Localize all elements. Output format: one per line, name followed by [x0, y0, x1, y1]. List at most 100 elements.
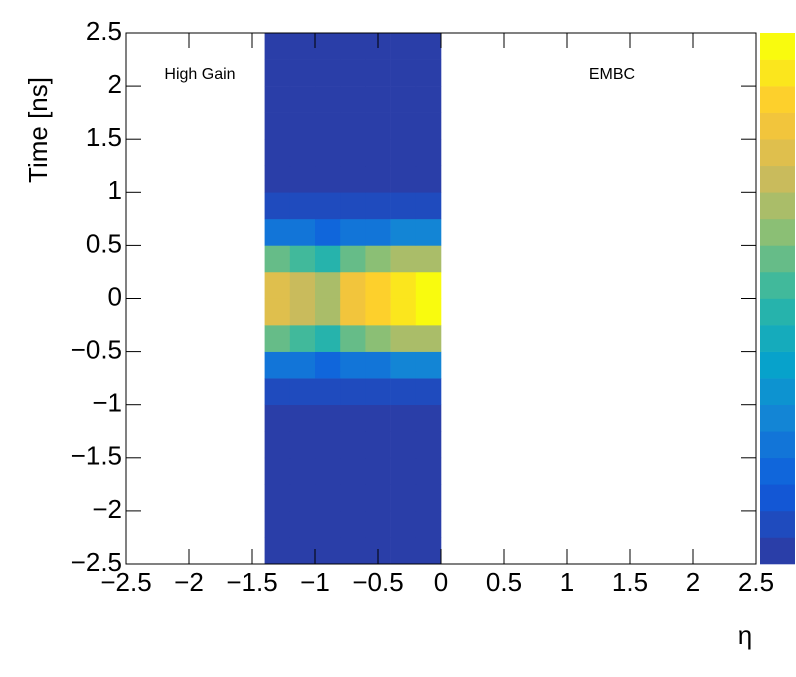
heatmap-cell [264, 404, 291, 432]
x-tick-label: −2 [174, 567, 204, 597]
heatmap-cell [315, 59, 341, 87]
heatmap-cell [340, 378, 366, 405]
heatmap-cell [390, 351, 417, 379]
heatmap-cell [315, 404, 341, 432]
heatmap-cell [415, 484, 442, 512]
heatmap-cell [415, 192, 442, 220]
heatmap-cell [390, 537, 417, 565]
annotation: EMBC [589, 66, 635, 83]
heatmap-cell [340, 431, 366, 459]
heatmap-cell [315, 298, 341, 326]
colorbar-band [760, 404, 795, 432]
heatmap-cell [390, 33, 417, 60]
colorbar-band [760, 431, 795, 459]
heatmap-cell [315, 245, 341, 273]
heatmap-cell [289, 298, 316, 326]
heatmap-cell [340, 59, 366, 87]
heatmap-cell [315, 112, 341, 140]
heatmap-cell [365, 510, 391, 538]
heatmap-cell [289, 112, 316, 140]
y-tick-label: −1.5 [71, 441, 122, 471]
heatmap-cell [289, 510, 316, 538]
heatmap-cell [289, 325, 316, 352]
heatmap-cell [390, 298, 417, 326]
heatmap-cell [415, 86, 442, 113]
heatmap-cell [415, 351, 442, 379]
heatmap-cell [264, 86, 291, 113]
heatmap-cell [415, 112, 442, 140]
heatmap-cell [289, 431, 316, 459]
x-tick-label: −2.5 [100, 567, 151, 597]
heatmap-cell [365, 378, 391, 405]
colorbar-band [760, 351, 795, 379]
colorbar-band [760, 139, 795, 167]
heatmap-cell [289, 378, 316, 405]
heatmap-cell [340, 325, 366, 352]
heatmap-cell [289, 457, 316, 485]
heatmap-cell [289, 537, 316, 565]
colorbar-band [760, 537, 795, 565]
heatmap-cell [340, 298, 366, 326]
heatmap-cell [264, 431, 291, 459]
heatmap-cell [315, 165, 341, 193]
annotation: High Gain [164, 66, 235, 83]
heatmap-cell [415, 457, 442, 485]
heatmap-cell [264, 351, 291, 379]
x-tick-label: 2 [686, 567, 700, 597]
heatmap-cell [340, 404, 366, 432]
heatmap-cell [365, 457, 391, 485]
heatmap-cell [415, 404, 442, 432]
colorbar-band [760, 86, 795, 113]
heatmap-cell [340, 351, 366, 379]
heatmap-cell [365, 298, 391, 326]
heatmap-cell [415, 378, 442, 405]
heatmap-cell [365, 192, 391, 220]
heatmap-cell [315, 351, 341, 379]
x-tick-label: 2.5 [738, 567, 774, 597]
x-tick-label: 0 [434, 567, 448, 597]
colorbar-band [760, 245, 795, 273]
heatmap-cell [315, 139, 341, 167]
heatmap-cell [315, 510, 341, 538]
heatmap-cell [264, 245, 291, 273]
heatmap-cell [365, 404, 391, 432]
heatmap-cell [315, 325, 341, 352]
heatmap-cell [315, 33, 341, 60]
colorbar-band [760, 218, 795, 246]
heatmap-cell [415, 165, 442, 193]
heatmap-cell [390, 59, 417, 87]
heatmap-cell [264, 165, 291, 193]
y-tick-label: 1 [108, 175, 122, 205]
heatmap-cell [315, 484, 341, 512]
heatmap-cell [340, 112, 366, 140]
heatmap-cell [365, 218, 391, 246]
heatmap-cell [264, 484, 291, 512]
y-tick-label: −1 [92, 388, 122, 418]
heatmap-cell [390, 192, 417, 220]
y-tick-label: 1.5 [86, 122, 122, 152]
heatmap-cell [365, 484, 391, 512]
x-axis-label: η [738, 620, 752, 650]
heatmap-cell [264, 218, 291, 246]
x-tick-label: −1.5 [226, 567, 277, 597]
heatmap-cell [289, 271, 316, 299]
y-tick-label: 0 [108, 281, 122, 311]
heatmap-cell [289, 484, 316, 512]
heatmap-cell [365, 165, 391, 193]
x-tick-label: 0.5 [486, 567, 522, 597]
heatmap-cell [415, 537, 442, 565]
heatmap-cell [315, 457, 341, 485]
heatmap-cell [390, 112, 417, 140]
heatmap-cell [340, 510, 366, 538]
heatmap-cell [289, 192, 316, 220]
heatmap-cell [365, 112, 391, 140]
heatmap-cell [340, 245, 366, 273]
heatmap-cell [390, 457, 417, 485]
heatmap-cell [415, 510, 442, 538]
heatmap-cell [390, 325, 417, 352]
colorbar-band [760, 59, 795, 87]
heatmap-cell [390, 431, 417, 459]
heatmap-cell [264, 271, 291, 299]
heatmap-cell [264, 457, 291, 485]
